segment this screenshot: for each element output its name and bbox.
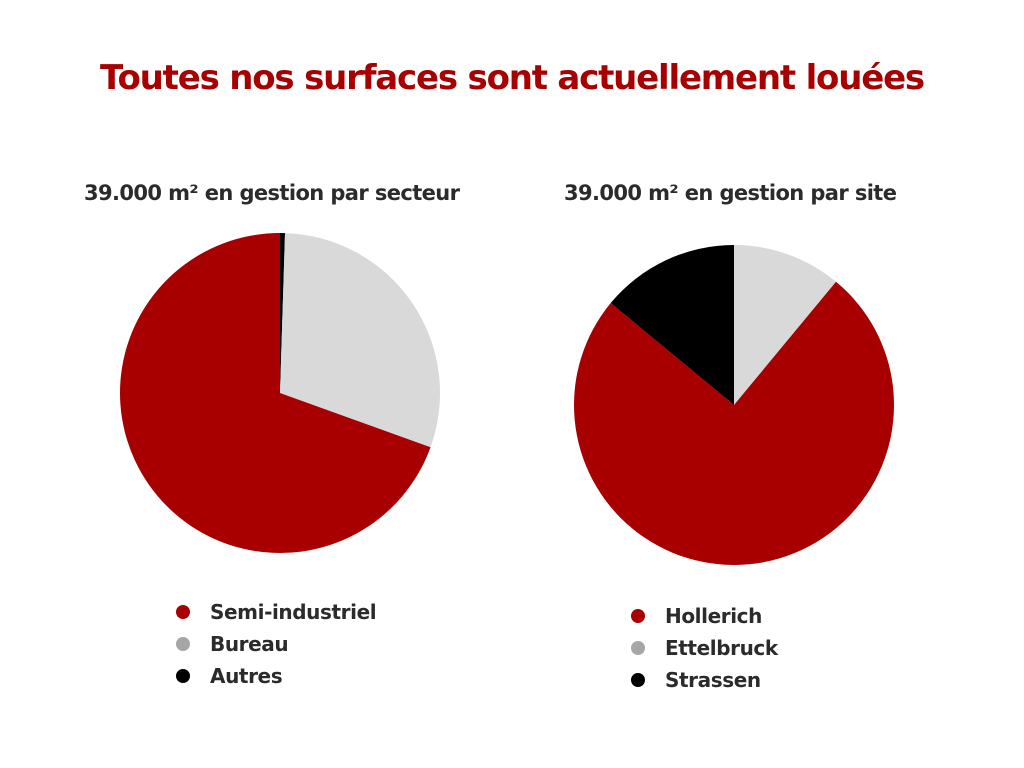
legend-dot-ettelbruck [631, 641, 645, 655]
pie-chart-secteur [120, 233, 440, 553]
legend-label-strassen: Strassen [665, 668, 761, 692]
pie-slice-autres [280, 233, 286, 393]
page-title: Toutes nos surfaces sont actuellement lo… [100, 58, 925, 98]
legend-label-bureau: Bureau [210, 632, 289, 656]
legend-dot-hollerich [631, 609, 645, 623]
legend-dot-bureau [176, 637, 190, 651]
legend-item-bureau: Bureau [176, 628, 376, 660]
legend-site: Hollerich Ettelbruck Strassen [631, 600, 778, 696]
legend-item-autres: Autres [176, 660, 376, 692]
legend-dot-strassen [631, 673, 645, 687]
pie-slice-ettelbruck [734, 245, 836, 405]
chart-title-site: 39.000 m² en gestion par site [564, 181, 897, 205]
legend-item-ettelbruck: Ettelbruck [631, 632, 778, 664]
pie-chart-site [574, 245, 894, 565]
legend-dot-autres [176, 669, 190, 683]
pie-slice-bureau [280, 233, 440, 448]
legend-item-strassen: Strassen [631, 664, 778, 696]
pie-slice-semi-industriel [120, 233, 431, 553]
chart-title-secteur: 39.000 m² en gestion par secteur [84, 181, 460, 205]
legend-label-semi-industriel: Semi-industriel [210, 600, 377, 624]
legend-label-hollerich: Hollerich [665, 604, 762, 628]
legend-item-hollerich: Hollerich [631, 600, 778, 632]
pie-slice-strassen [610, 245, 734, 405]
pie-slice-hollerich [574, 281, 894, 565]
legend-secteur: Semi-industriel Bureau Autres [176, 596, 377, 692]
legend-item-semi-industriel: Semi-industriel [176, 596, 377, 628]
legend-dot-semi-industriel [176, 605, 190, 619]
legend-label-autres: Autres [210, 664, 283, 688]
legend-label-ettelbruck: Ettelbruck [665, 636, 778, 660]
